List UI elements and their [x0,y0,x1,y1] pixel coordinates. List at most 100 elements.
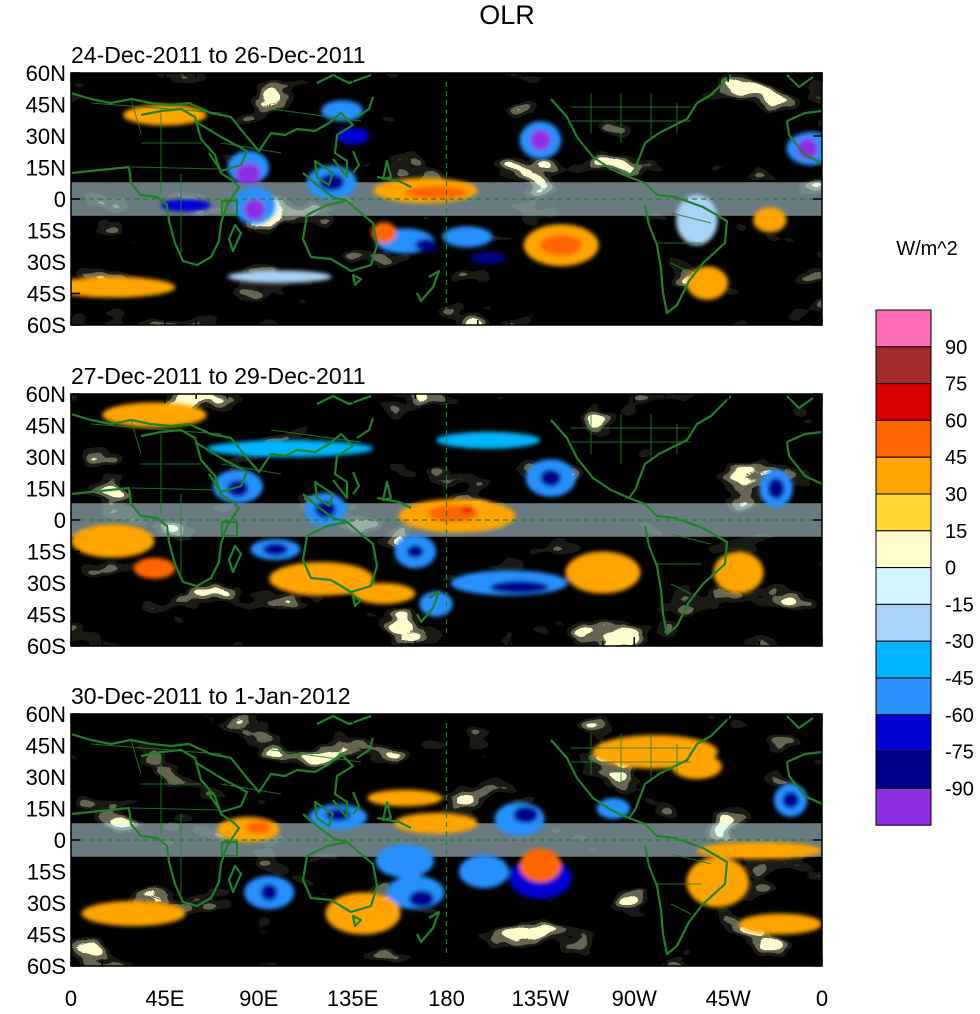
anomaly-blob [513,806,539,824]
panel-subtitle: 27-Dec-2011 to 29-Dec-2011 [71,363,366,389]
y-tick-label: 15N [26,797,66,822]
y-tick-label: 30S [27,891,66,916]
anomaly-blob [133,557,176,579]
anomaly-blob [519,848,562,882]
anomaly-blob [325,892,401,935]
x-tick-label: 90E [239,986,278,1011]
y-tick-label: 60S [27,634,66,659]
anomaly-blob [244,199,266,220]
y-tick-label: 15S [27,540,66,565]
x-axis-labels: 0 45E 90E 135E 180 135W 90W 45W 0 [65,986,828,1011]
colorbar-label: 90 [945,337,967,359]
anomaly-blob [367,789,443,807]
anomaly-blob [796,138,818,160]
anomaly-blob [767,478,785,499]
anomaly-blob [315,501,336,518]
y-tick-label: 0 [54,508,66,533]
anomaly-blob [686,856,749,908]
colorbar-box [875,677,932,716]
anomaly-blob [246,821,272,834]
anomaly-blob [442,226,493,248]
y-tick-label: 45S [27,923,66,948]
y-tick-label: 30S [27,571,66,596]
colorbar-box [875,309,932,348]
colorbar-label: 45 [945,447,967,469]
colorbar-box [875,714,932,753]
x-tick-label: 0 [65,986,77,1011]
anomaly-blob [696,842,822,859]
anomaly-blob [490,580,549,594]
anomaly-blob [540,469,562,487]
colorbar-units: W/m^2 [896,238,958,260]
y-tick-label: 15S [27,860,66,885]
colorbar-box [875,603,932,642]
y-tick-label: 30N [26,445,66,470]
anomaly-blob [394,812,478,834]
y-tick-label: 30N [26,765,66,790]
colorbar-box [875,530,932,569]
anomaly-blob [471,251,505,265]
anomaly-blob [371,222,397,244]
colorbar-box [875,419,932,458]
anomaly-blob [540,234,583,256]
anomaly-blob [415,238,437,252]
anomaly-blob [227,270,332,284]
colorbar-label: -45 [945,668,974,690]
y-tick-label: 0 [54,828,66,853]
anomaly-blob [565,551,641,594]
colorbar-label: -15 [945,594,974,616]
y-tick-label: 30S [27,250,66,275]
anomaly-blob [160,199,211,212]
colorbar-label: -90 [945,778,974,800]
anomaly-blob [319,173,345,191]
y-tick-label: 30N [26,124,66,149]
y-tick-label: 45S [27,282,66,307]
anomaly-blob [713,551,764,594]
anomaly-blob [675,194,718,246]
anomaly-blob [375,844,434,878]
colorbar-box [875,567,932,605]
x-tick-label: 135W [512,986,570,1011]
y-tick-label: 45N [26,734,66,759]
anomaly-blob [419,591,453,617]
colorbar-box [875,346,932,385]
chart-title: OLR [479,0,535,30]
anomaly-blob [71,524,155,558]
colorbar-label: 75 [945,374,967,396]
anomaly-blob [352,583,416,604]
x-tick-label: 45E [145,986,184,1011]
y-tick-label: 0 [54,187,66,212]
y-tick-label: 60N [26,702,66,727]
colorbar-label: 60 [945,410,967,432]
colorbar-box [875,787,932,826]
y-tick-label: 60N [26,61,66,86]
panel-subtitle: 24-Dec-2011 to 26-Dec-2011 [71,42,366,68]
colorbar-label: 15 [945,521,967,543]
y-tick-label: 15N [26,156,66,181]
y-tick-label: 60S [27,954,66,979]
anomaly-blob [81,900,186,927]
anomaly-blob [206,440,374,457]
y-tick-label: 45S [27,603,66,628]
anomaly-blob [260,884,278,901]
y-tick-label: 60S [27,313,66,338]
y-tick-label: 45N [26,93,66,118]
y-tick-label: 15S [27,219,66,244]
colorbar-box [875,751,932,789]
colorbar-label: -30 [945,631,974,653]
anomaly-blob [404,186,468,199]
anomaly-blob [671,753,722,780]
y-tick-label: 15N [26,477,66,502]
x-tick-label: 90W [612,986,657,1011]
colorbar-label: -60 [945,705,974,727]
colorbar-box [875,456,932,495]
anomaly-blob [461,506,474,513]
anomaly-blob [686,266,729,300]
anomaly-blob [335,127,370,145]
anomaly-blob [529,129,551,151]
anomaly-blob [71,276,176,298]
